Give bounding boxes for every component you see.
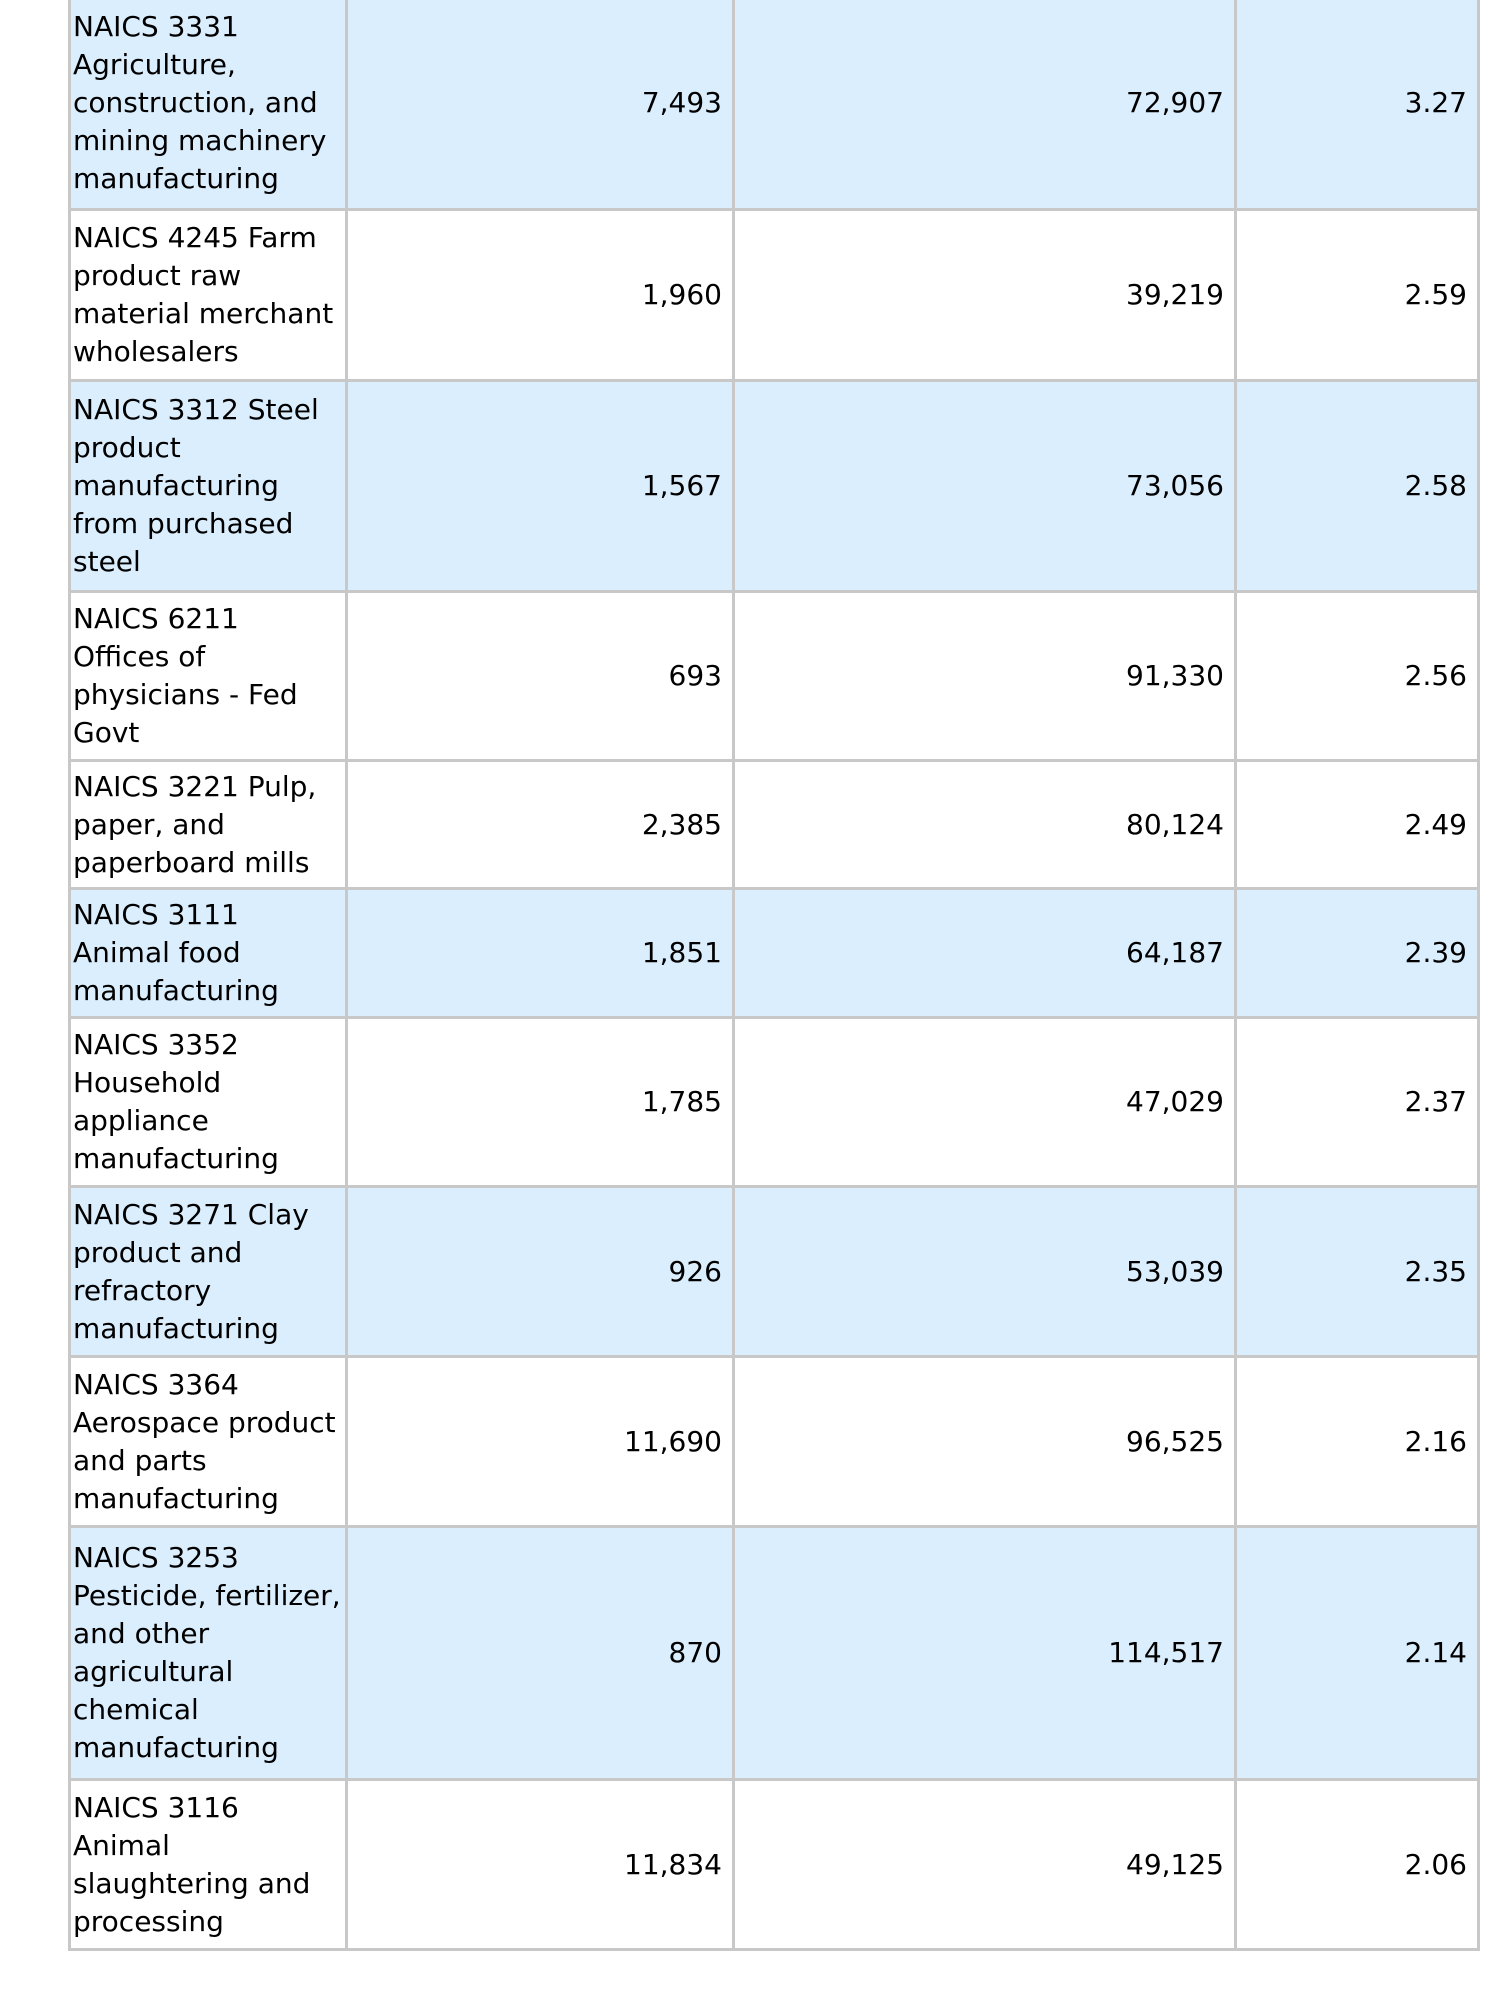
table-row: NAICS 3253 Pesticide, fertilizer, and ot…: [68, 1525, 1480, 1781]
value-cell-3: 2.37: [1234, 1016, 1480, 1188]
industry-cell: NAICS 3116 Animal slaughtering and proce…: [68, 1778, 348, 1951]
table-row: NAICS 3271 Clay product and refractory m…: [68, 1185, 1480, 1358]
industry-cell: NAICS 3221 Pulp, paper, and paperboard m…: [68, 759, 348, 890]
value-cell-2: 49,125: [732, 1778, 1237, 1951]
industry-cell: NAICS 3352 Household appliance manufactu…: [68, 1016, 348, 1188]
value-cell-3: 2.56: [1234, 590, 1480, 762]
industry-cell: NAICS 6211 Offices of physicians - Fed G…: [68, 590, 348, 762]
industry-cell: NAICS 4245 Farm product raw material mer…: [68, 208, 348, 382]
value-cell-3: 2.39: [1234, 887, 1480, 1019]
value-cell-1: 11,834: [345, 1778, 735, 1951]
industry-cell: NAICS 3331 Agriculture, construction, an…: [68, 0, 348, 211]
value-cell-1: 1,851: [345, 887, 735, 1019]
industry-cell: NAICS 3312 Steel product manufacturing f…: [68, 379, 348, 593]
value-cell-1: 11,690: [345, 1355, 735, 1528]
table-row: NAICS 3312 Steel product manufacturing f…: [68, 379, 1480, 593]
value-cell-1: 693: [345, 590, 735, 762]
value-cell-1: 926: [345, 1185, 735, 1358]
value-cell-3: 2.06: [1234, 1778, 1480, 1951]
table-row: NAICS 3111 Animal food manufacturing 1,85…: [68, 887, 1480, 1019]
value-cell-2: 39,219: [732, 208, 1237, 382]
industry-cell: NAICS 3253 Pesticide, fertilizer, and ot…: [68, 1525, 348, 1781]
industry-cell: NAICS 3271 Clay product and refractory m…: [68, 1185, 348, 1358]
value-cell-1: 1,567: [345, 379, 735, 593]
value-cell-1: 1,785: [345, 1016, 735, 1188]
value-cell-1: 2,385: [345, 759, 735, 890]
table-row: NAICS 4245 Farm product raw material mer…: [68, 208, 1480, 382]
value-cell-3: 2.14: [1234, 1525, 1480, 1781]
table-row: NAICS 3364 Aerospace product and parts m…: [68, 1355, 1480, 1528]
value-cell-2: 64,187: [732, 887, 1237, 1019]
value-cell-3: 2.49: [1234, 759, 1480, 890]
value-cell-2: 114,517: [732, 1525, 1237, 1781]
value-cell-3: 2.59: [1234, 208, 1480, 382]
industry-cell: NAICS 3364 Aerospace product and parts m…: [68, 1355, 348, 1528]
value-cell-2: 47,029: [732, 1016, 1237, 1188]
value-cell-2: 72,907: [732, 0, 1237, 211]
table-row: NAICS 3116 Animal slaughtering and proce…: [68, 1778, 1480, 1951]
value-cell-1: 7,493: [345, 0, 735, 211]
value-cell-1: 870: [345, 1525, 735, 1781]
value-cell-1: 1,960: [345, 208, 735, 382]
value-cell-3: 2.16: [1234, 1355, 1480, 1528]
value-cell-2: 96,525: [732, 1355, 1237, 1528]
table-row: NAICS 3221 Pulp, paper, and paperboard m…: [68, 759, 1480, 890]
table-row: NAICS 3331 Agriculture, construction, an…: [68, 0, 1480, 211]
value-cell-2: 80,124: [732, 759, 1237, 890]
table-body: NAICS 3331 Agriculture, construction, an…: [68, 0, 1480, 1951]
value-cell-3: 2.35: [1234, 1185, 1480, 1358]
value-cell-2: 73,056: [732, 379, 1237, 593]
value-cell-3: 3.27: [1234, 0, 1480, 211]
industry-data-table: NAICS 3331 Agriculture, construction, an…: [68, 0, 1480, 1951]
value-cell-2: 91,330: [732, 590, 1237, 762]
table-row: NAICS 3352 Household appliance manufactu…: [68, 1016, 1480, 1188]
value-cell-2: 53,039: [732, 1185, 1237, 1358]
value-cell-3: 2.58: [1234, 379, 1480, 593]
table-row: NAICS 6211 Offices of physicians - Fed G…: [68, 590, 1480, 762]
industry-cell: NAICS 3111 Animal food manufacturing: [68, 887, 348, 1019]
